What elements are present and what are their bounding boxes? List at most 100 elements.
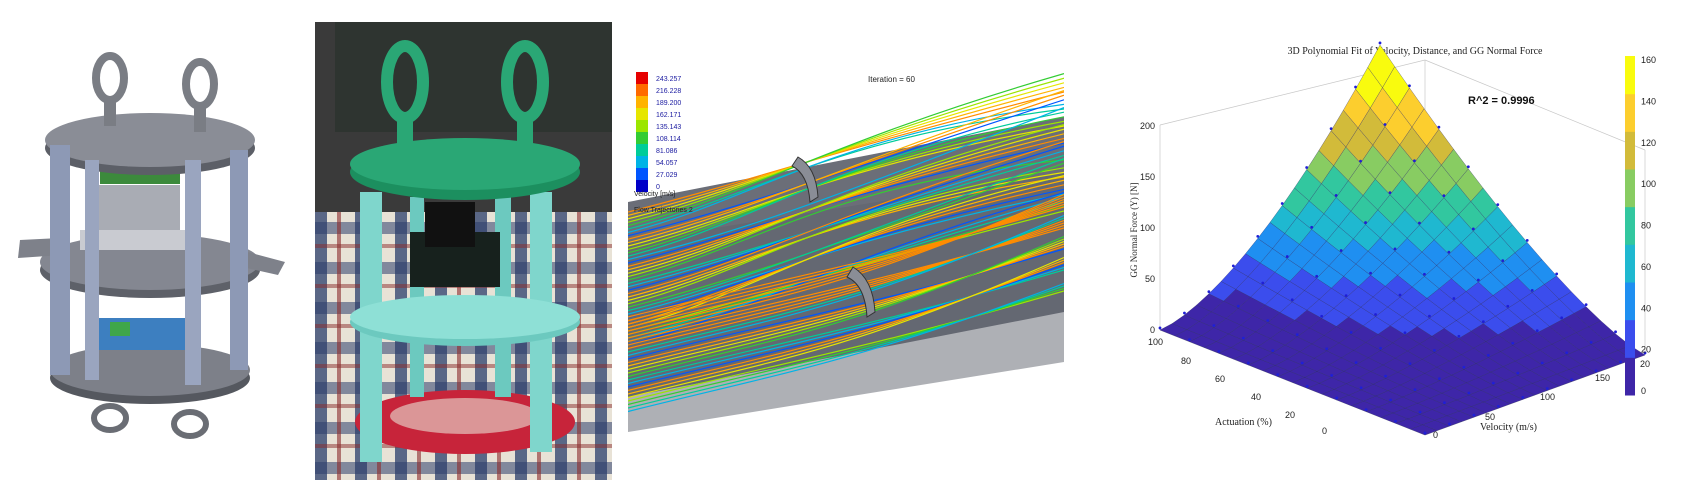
iteration-label: Iteration = 60: [868, 75, 915, 84]
colorbar-tick: 20: [1641, 345, 1651, 355]
y-tick: 80: [1181, 356, 1191, 366]
colorbar-segment: [1625, 206, 1635, 245]
legend-swatch: [636, 144, 648, 156]
streamline: [627, 214, 1065, 357]
streamline: [627, 256, 1065, 399]
data-point: [1555, 272, 1559, 276]
data-point: [1369, 271, 1372, 275]
streamline: [627, 235, 1065, 378]
data-point: [1310, 225, 1314, 229]
data-point: [1448, 422, 1451, 426]
legend-value: 243.257: [656, 76, 681, 83]
data-point: [1423, 272, 1426, 276]
y-tick: 100: [1148, 337, 1163, 347]
data-point: [1305, 384, 1309, 388]
data-point: [1394, 419, 1397, 423]
colorbar-segment: [1625, 93, 1635, 132]
data-point: [1256, 234, 1260, 238]
legend-swatch: [636, 120, 648, 132]
data-point: [1359, 386, 1363, 390]
data-point: [1383, 123, 1387, 126]
trajectories-label: Flow Trajectories 2: [634, 207, 693, 214]
data-point: [1305, 166, 1309, 169]
data-point: [1398, 293, 1402, 297]
z-tick: 50: [1145, 274, 1155, 284]
data-point: [1271, 349, 1275, 353]
prototype-photo: [315, 22, 612, 480]
streamline: [627, 175, 1065, 329]
data-point: [1339, 249, 1343, 252]
data-point: [1438, 377, 1441, 381]
data-point: [1354, 361, 1358, 364]
data-point: [1521, 395, 1525, 399]
data-point: [1501, 259, 1505, 263]
streamline: [627, 192, 1065, 346]
data-point: [1418, 410, 1422, 414]
streamline: [627, 159, 1065, 281]
colorbar-tick: 40: [1641, 303, 1651, 313]
data-point: [1378, 41, 1382, 45]
data-point: [1462, 365, 1466, 369]
data-point: [1413, 388, 1417, 391]
streamline: [627, 90, 1065, 244]
data-point: [1374, 313, 1377, 316]
data-point: [1290, 298, 1294, 302]
streamline: [627, 193, 1065, 336]
data-point: [1349, 331, 1353, 334]
data-point: [1423, 431, 1427, 435]
legend-value: 0: [656, 184, 660, 191]
colorbar-segment: [1625, 357, 1635, 396]
data-point: [1408, 84, 1411, 88]
y-tick: 20: [1285, 410, 1295, 420]
data-point: [1315, 274, 1319, 278]
cad-render-image: [18, 52, 285, 439]
data-point: [1300, 361, 1304, 365]
y-tick: 40: [1251, 392, 1261, 402]
data-point: [1594, 369, 1598, 373]
chart-title: 3D Polynomial Fit of Velocity, Distance,…: [1288, 46, 1544, 57]
data-point: [1560, 316, 1564, 320]
data-point: [1428, 314, 1431, 318]
legend-swatch: [636, 108, 648, 120]
data-point: [1295, 333, 1299, 337]
data-point: [1437, 125, 1441, 129]
data-point: [1384, 374, 1387, 378]
data-point: [1491, 381, 1495, 385]
data-point: [1643, 351, 1647, 355]
legend-value: 54.057: [656, 160, 678, 167]
legend-swatch: [636, 132, 648, 144]
y-axis-ticks: 100 80 60 40 20 0: [1148, 337, 1327, 436]
data-point: [1496, 203, 1500, 206]
data-point: [1393, 247, 1397, 251]
data-point: [1466, 165, 1470, 169]
data-point: [1443, 401, 1446, 405]
data-point: [1496, 404, 1500, 408]
colorbar-tick: 80: [1641, 221, 1651, 231]
r-squared-annotation: R^2 = 0.9996: [1468, 95, 1535, 107]
data-point: [1364, 221, 1367, 224]
x-axis-ticks: 0 50 100 150 20: [1433, 359, 1650, 440]
data-point: [1320, 314, 1324, 318]
data-point: [1584, 303, 1588, 307]
data-point: [1188, 338, 1191, 342]
surface-plot: 3D Polynomial Fit of Velocity, Distance,…: [1129, 41, 1656, 440]
data-point: [1589, 340, 1593, 344]
data-point: [1516, 371, 1520, 375]
data-point: [1457, 334, 1461, 338]
streamline: [627, 141, 1065, 295]
y-axis-label: Actuation (%): [1215, 417, 1272, 428]
legend-value: 162.171: [656, 112, 681, 119]
data-point: [1158, 326, 1162, 330]
data-point: [1614, 330, 1617, 334]
legend-swatch: [636, 72, 648, 84]
data-point: [1285, 255, 1289, 258]
data-point: [1280, 202, 1284, 205]
data-point: [1231, 264, 1235, 268]
data-point: [1364, 408, 1368, 412]
x-tick: 50: [1485, 412, 1495, 422]
streamline: [627, 124, 1065, 278]
data-point: [1540, 361, 1544, 365]
data-point: [1246, 361, 1250, 365]
cfd-flow-panel: 243.257 216.228 189.200 162.171 135.143 108.1…: [627, 62, 1065, 438]
data-point: [1413, 159, 1416, 163]
